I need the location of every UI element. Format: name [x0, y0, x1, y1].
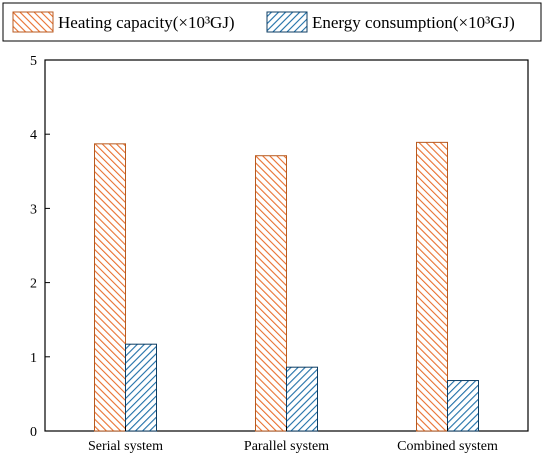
bar-heating-capacity: [95, 144, 126, 431]
x-tick-label: Parallel system: [244, 439, 329, 454]
legend-swatch-energy-consumption: [267, 12, 307, 32]
legend-label-energy-consumption: Energy consumption(×10³GJ): [312, 13, 515, 32]
legend-swatch-heating-capacity: [13, 12, 53, 32]
legend-label-heating-capacity: Heating capacity(×10³GJ): [58, 13, 235, 32]
bar-energy-consumption: [126, 344, 157, 431]
y-tick-label: 5: [30, 54, 37, 69]
x-tick-label: Serial system: [88, 439, 163, 454]
legend: Heating capacity(×10³GJ) Energy consumpt…: [3, 3, 541, 41]
y-tick-label: 1: [30, 351, 37, 366]
x-tick-label: Combined system: [397, 439, 498, 454]
bar-heating-capacity: [417, 142, 448, 431]
bar-energy-consumption: [287, 367, 318, 431]
y-tick-label: 4: [30, 128, 37, 143]
y-tick-label: 0: [30, 425, 37, 440]
y-tick-label: 2: [30, 277, 37, 292]
bar-energy-consumption: [448, 381, 479, 431]
y-tick-label: 3: [30, 202, 37, 217]
y-axis: 0 1 2 3 4 5: [30, 54, 50, 440]
bars: [95, 142, 479, 431]
bar-heating-capacity: [256, 156, 287, 431]
